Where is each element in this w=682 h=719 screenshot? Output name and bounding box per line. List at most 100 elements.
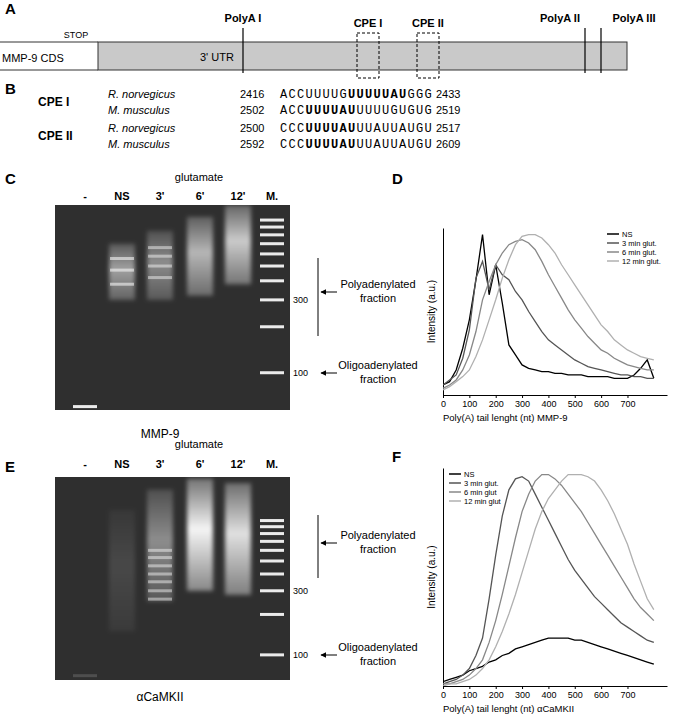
x-tick: 200	[489, 395, 504, 409]
seq-start: 2502	[240, 104, 264, 116]
legend-swatch	[607, 260, 619, 262]
gel-smear	[225, 483, 251, 595]
x-axis: 0100200300400500600700	[441, 686, 668, 700]
bracket	[318, 515, 319, 578]
legend-label: 6 min glut	[464, 488, 497, 497]
lane-label: 6'	[196, 458, 205, 470]
seq-post: UUAUUAUGU	[357, 122, 434, 136]
legend-swatch	[449, 473, 461, 475]
x-axis: 0100200300400500600700	[441, 395, 668, 409]
x-tick-mark	[496, 686, 497, 689]
seq-core: UUUUAU	[306, 122, 357, 136]
x-tick-label: 400	[541, 690, 556, 700]
x-tick-label: 0	[441, 399, 446, 409]
gel-smear	[187, 479, 213, 591]
gel-band	[73, 674, 97, 677]
seq-pre: CCC	[280, 122, 306, 136]
x-tick-mark	[522, 395, 523, 398]
gel-band	[260, 325, 284, 328]
gel-band	[148, 598, 172, 601]
gel-band	[110, 283, 134, 286]
y-axis-title: Intensity (a.u.)	[426, 280, 437, 343]
seq-start: 2500	[240, 122, 264, 134]
x-tick-mark	[522, 686, 523, 689]
x-axis-title: Poly(A) tail lenght (nt) αCaMKII	[443, 703, 574, 714]
x-tick-mark	[627, 395, 628, 398]
gel-marks	[73, 479, 284, 677]
gel-band	[260, 519, 284, 522]
bracket	[318, 258, 319, 336]
gel-smear	[109, 244, 135, 300]
panel-letter: D	[392, 170, 403, 187]
x-tick: 0	[441, 395, 446, 409]
seq-end: 2519	[436, 104, 460, 116]
line-chart: 0100200300400500600700Poly(A) tail lengh…	[426, 469, 668, 715]
x-tick-label: 700	[620, 399, 635, 409]
x-tick: 500	[568, 686, 583, 700]
gel-band	[260, 279, 284, 282]
polya-site	[242, 28, 243, 73]
lane-label: 3'	[156, 458, 165, 470]
fraction-label: Oligoadenylatedfraction	[338, 359, 418, 385]
gel-band	[73, 405, 97, 408]
fraction-word: fraction	[360, 543, 396, 555]
cpe-box	[417, 33, 439, 78]
x-tick-label: 200	[489, 399, 504, 409]
seq-post: UUAUUAUGU	[357, 138, 434, 152]
cds-outline	[0, 42, 98, 43]
marker-size: 100	[293, 368, 308, 378]
panel-letter: E	[5, 458, 15, 475]
gel-background	[55, 477, 290, 680]
gene-diagram: STOPMMP-9 CDS3' UTRPolyA IPolyA IIPolyA …	[0, 12, 656, 78]
series-line	[443, 638, 654, 682]
species: R. norvegicus	[108, 122, 176, 134]
gel-band	[260, 242, 284, 245]
seq-core: UUUUAU	[306, 104, 357, 118]
marker-size: 100	[293, 650, 308, 660]
lane-label: 12'	[231, 190, 246, 202]
y-axis-title: Intensity (a.u.)	[426, 545, 437, 608]
gel-band	[110, 257, 134, 260]
gel-band	[260, 265, 284, 268]
gel-smear	[147, 490, 173, 602]
seq-end: 2517	[436, 122, 460, 134]
y-axis-line	[443, 469, 444, 687]
lane-label: M.	[266, 190, 278, 202]
gel-band	[148, 255, 172, 258]
x-tick: 200	[489, 686, 504, 700]
polya-label: PolyA II	[540, 12, 580, 24]
fraction-word: fraction	[360, 655, 396, 667]
gel-smear	[147, 231, 173, 300]
lane-label: M.	[266, 458, 278, 470]
line-chart: 0100200300400500600700Poly(A) tail lengh…	[426, 229, 668, 424]
sequence: CCCUUUUAUUUAUUAUGU	[280, 138, 433, 152]
lane-label: 6'	[196, 190, 205, 202]
sequence: ACCUUUUGUUUUUAUGGG	[280, 88, 433, 102]
arrow	[321, 292, 337, 293]
series-line	[443, 261, 654, 385]
gel-band	[260, 653, 284, 656]
x-tick-mark	[496, 395, 497, 398]
gel-band	[260, 613, 284, 616]
x-tick-mark	[548, 395, 549, 398]
x-tick-label: 700	[620, 690, 635, 700]
gel-band	[260, 298, 284, 301]
arrow	[321, 655, 337, 656]
species: M. musculus	[108, 138, 170, 150]
marker-size: 300	[293, 586, 308, 596]
fraction-word: Oligoadenylated	[338, 359, 418, 371]
gel-band	[260, 219, 284, 222]
gel-label: αCaMKII	[137, 690, 184, 704]
legend-swatch	[607, 242, 619, 244]
gel-band	[260, 589, 284, 592]
x-tick: 600	[594, 395, 609, 409]
x-tick-mark	[601, 395, 602, 398]
x-axis-line	[444, 395, 668, 396]
polya-label: PolyA I	[225, 12, 262, 24]
gel-band	[260, 233, 284, 236]
gel-band	[148, 564, 172, 567]
seq-post: UUUUGUGUG	[357, 104, 434, 118]
polya-site	[584, 28, 585, 73]
lane-label: -	[83, 458, 87, 470]
panel-letter: C	[5, 170, 16, 187]
